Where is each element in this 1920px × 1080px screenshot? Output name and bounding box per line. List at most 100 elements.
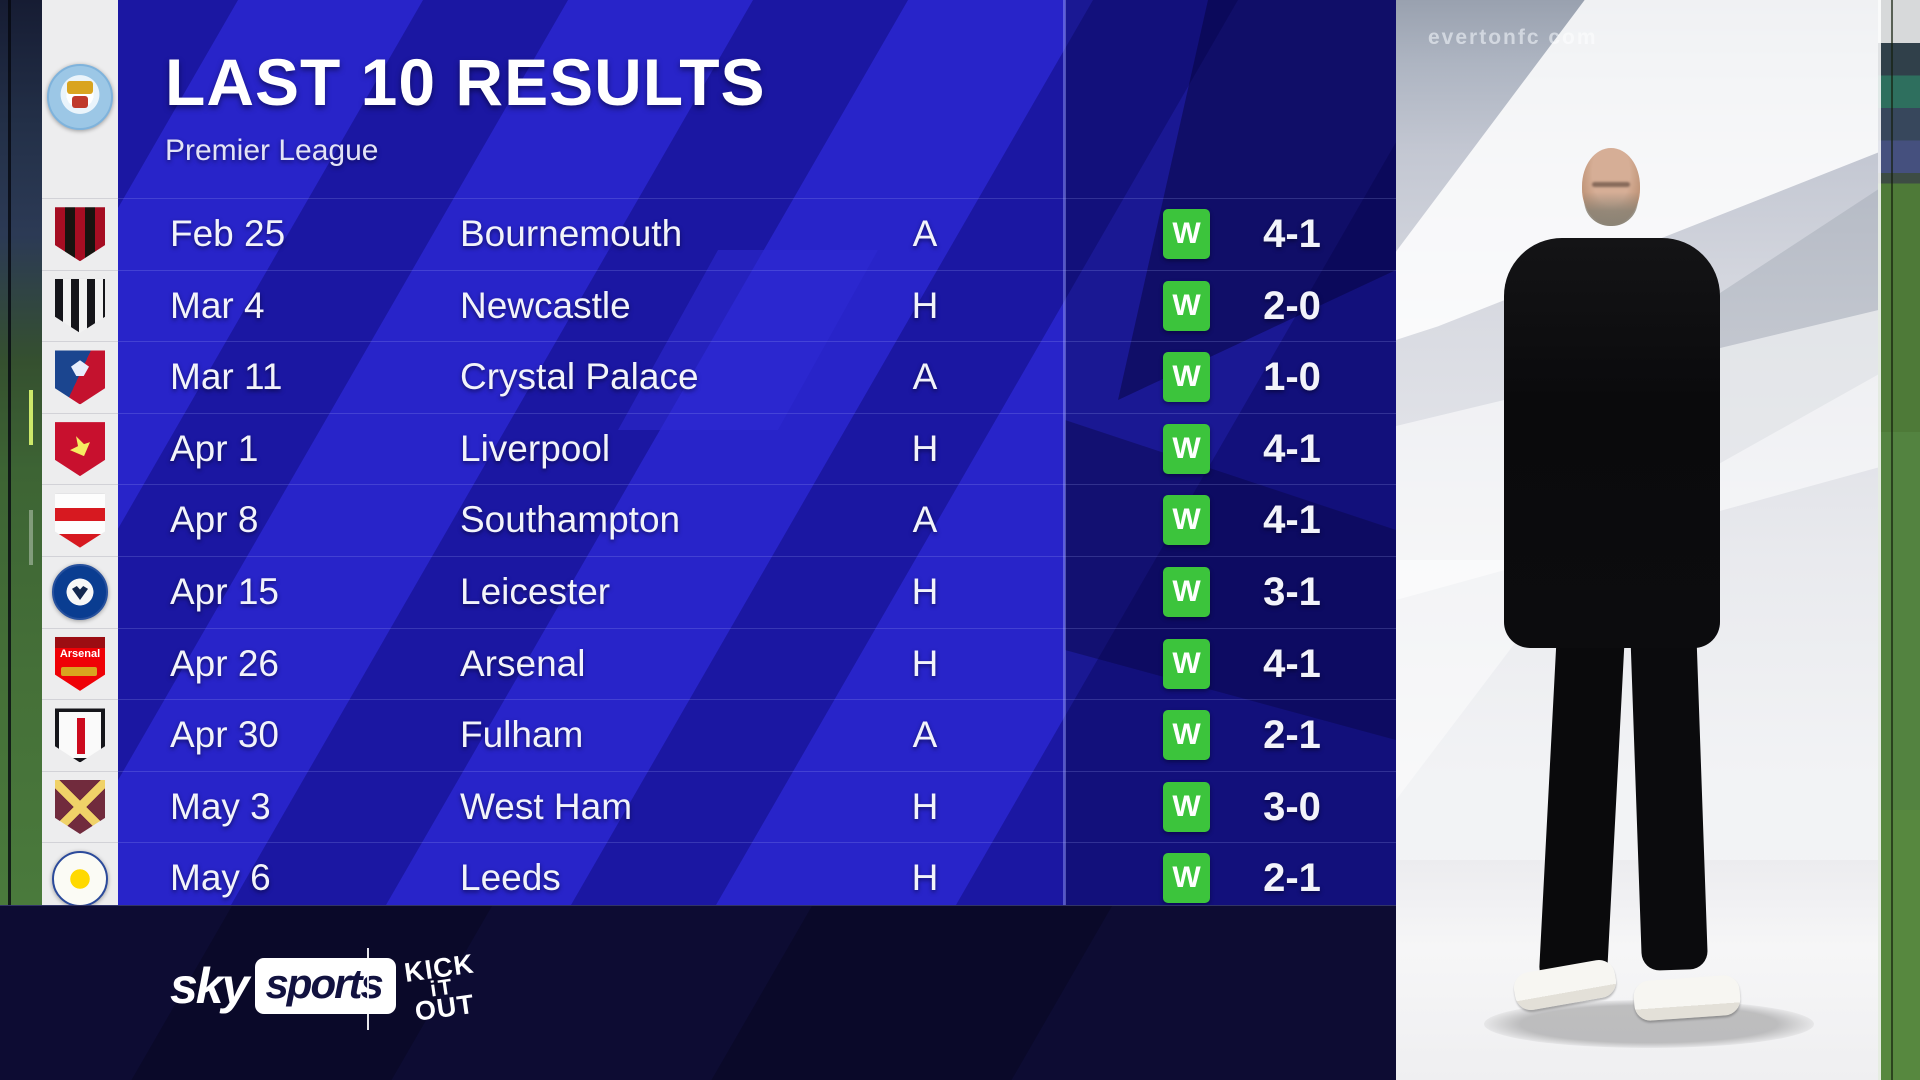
crest-cell [42,699,118,771]
result-date: Apr 15 [170,570,280,612]
panel-header: LAST 10 RESULTS Premier League [165,44,766,168]
score-column-divider [1063,0,1066,905]
crest-man-city-icon [47,64,113,130]
footer-bar [0,905,1396,1080]
crest-cell [42,484,118,556]
crest-bournemouth-icon [55,207,105,262]
competition-label: Premier League [165,134,379,167]
result-venue: A [912,213,938,254]
result-opponent: Bournemouth [460,213,683,254]
result-badge: W [1163,638,1210,689]
sky-wordmark: sky [170,958,249,1014]
result-row: May 3 West Ham H W 3-0 [118,770,1396,843]
result-opponent: West Ham [460,785,633,827]
result-row: Feb 25 Bournemouth A W 4-1 [118,198,1396,270]
crest-column-cells: Arsenal [42,198,118,914]
result-row: Apr 15 Leicester H W 3-1 [118,555,1396,628]
result-venue: A [912,714,938,756]
crest-cell [42,412,118,485]
result-badge: W [1163,423,1210,474]
crest-leicester-icon [52,564,108,621]
result-row: May 6 Leeds H W 2-1 [118,842,1396,905]
result-opponent: Southampton [460,499,681,541]
result-score: 4-1 [1263,426,1321,471]
results-rows: Feb 25 Bournemouth A W 4-1 Mar 4 Newcast… [118,198,1396,905]
result-date: Apr 1 [170,427,259,469]
logo-divider [367,948,369,1030]
sky-sports-logo: sky sports [170,957,396,1015]
result-badge: W [1163,280,1210,331]
result-venue: A [912,356,938,398]
result-venue: A [912,499,938,541]
result-date: Apr 8 [170,499,259,541]
result-venue: H [911,427,939,469]
crest-cell [42,555,118,628]
result-row: Mar 11 Crystal Palace A W 1-0 [118,341,1396,413]
crest-cell [42,341,118,413]
result-score: 2-1 [1263,713,1321,758]
result-badge: W [1163,781,1210,832]
crest-southampton-icon [55,493,105,548]
result-opponent: Liverpool [460,427,611,469]
result-date: Apr 26 [170,642,280,684]
result-date: May 6 [170,857,271,899]
crest-liverpool-icon [55,422,105,477]
stadium-edge-right [1878,0,1920,1080]
zigzag-pattern [118,0,1396,905]
result-date: Mar 11 [170,356,283,398]
result-score: 2-1 [1263,856,1321,901]
result-venue: H [911,284,939,326]
result-score: 2-0 [1263,283,1321,328]
result-score: 4-1 [1263,212,1321,256]
result-badge: W [1163,566,1210,617]
result-opponent: Fulham [460,714,584,756]
result-opponent: Newcastle [460,284,631,326]
result-row: Mar 4 Newcastle H W 2-0 [118,269,1396,342]
results-panel: LAST 10 RESULTS Premier League Feb 25 Bo… [118,0,1396,905]
result-score: 3-1 [1263,569,1321,614]
guardiola-photo-panel: evertonfc com [1396,0,1920,1080]
pep-guardiola-figure [1396,0,1920,1080]
result-row: Apr 1 Liverpool H W 4-1 [118,412,1396,485]
crest-cell [42,269,118,342]
result-badge: W [1163,853,1210,904]
crest-cell [42,842,118,914]
result-opponent: Leeds [460,857,561,899]
crest-leeds-icon [52,850,108,907]
result-opponent: Crystal Palace [460,356,699,398]
result-date: Feb 25 [170,213,286,254]
page-title: LAST 10 RESULTS [165,45,766,119]
crest-column: Arsenal [42,0,118,907]
result-row: Apr 26 Arsenal H W 4-1 [118,627,1396,700]
result-badge: W [1163,209,1210,259]
crest-west-ham-icon [55,780,105,835]
result-row: Apr 8 Southampton A W 4-1 [118,484,1396,556]
crest-cell: Arsenal [42,627,118,700]
result-opponent: Arsenal [460,642,586,684]
result-score: 3-0 [1263,784,1321,829]
result-venue: H [911,785,939,827]
result-score: 1-0 [1263,355,1321,400]
result-opponent: Leicester [460,570,611,612]
result-date: Mar 4 [170,284,265,326]
result-venue: H [911,642,939,684]
result-row: Apr 30 Fulham A W 2-1 [118,699,1396,771]
result-score: 4-1 [1263,641,1321,686]
result-date: Apr 30 [170,714,280,756]
crest-wordmark: Arsenal [59,647,101,660]
crest-cell [42,198,118,270]
result-venue: H [911,570,939,612]
crest-crystal-palace-icon [55,350,105,405]
result-badge: W [1163,495,1210,546]
result-venue: H [911,857,939,899]
result-badge: W [1163,710,1210,761]
result-date: May 3 [170,785,271,827]
crest-cell [42,770,118,843]
result-badge: W [1163,352,1210,403]
sports-wordmark-box: sports [255,958,396,1014]
stadium-edge-left [0,0,42,905]
crest-newcastle-icon [55,278,105,333]
result-score: 4-1 [1263,498,1321,543]
crest-arsenal-icon: Arsenal [55,636,105,691]
